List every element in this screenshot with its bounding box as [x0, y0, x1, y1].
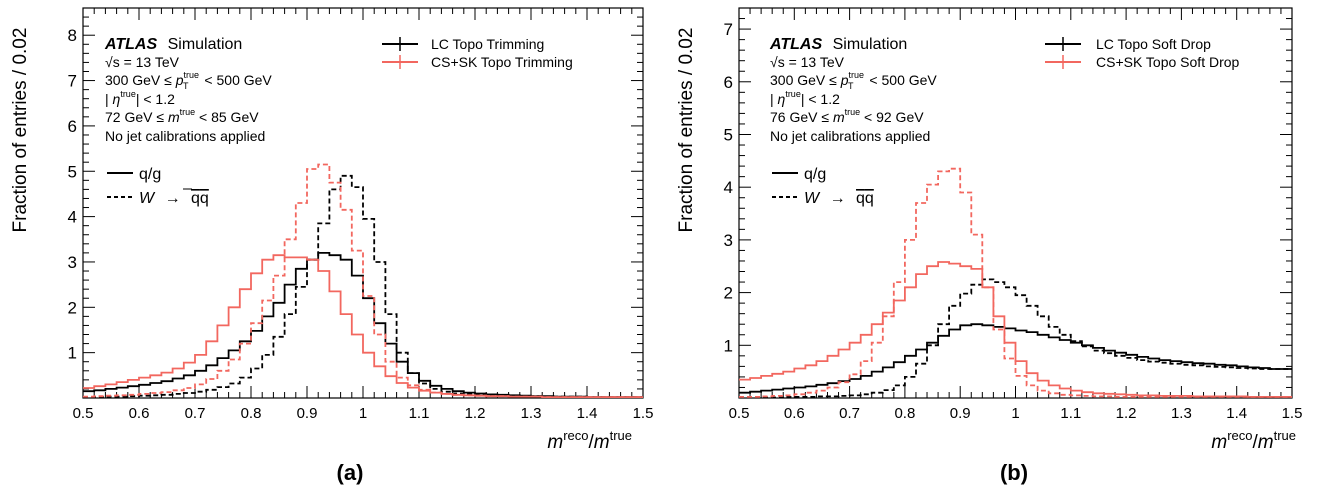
y-tick-label: 5 — [724, 125, 733, 144]
atlas-label: ATLAS — [769, 36, 822, 53]
y-axis-label: Fraction of entries / 0.02 — [676, 28, 697, 233]
x-tick-label: 1.3 — [521, 405, 542, 422]
histogram-lc-topo-soft-drop-w-qq — [739, 278, 1292, 399]
tick-marks — [82, 7, 644, 399]
y-tick-label: 5 — [68, 162, 77, 181]
x-tick-label: 1.1 — [409, 405, 430, 422]
x-axis-label: mreco/mtrue — [547, 428, 632, 453]
legend-cssk: CS+SK Topo Soft Drop — [1096, 54, 1240, 70]
legend-lc: LC Topo Soft Drop — [1096, 36, 1211, 52]
svg-text:ATLAS Simulation: ATLAS Simulation — [104, 36, 242, 53]
svg-text:| ηtrue| < 1.2: | ηtrue| < 1.2 — [770, 89, 840, 107]
legend-cssk: CS+SK Topo Trimming — [431, 54, 573, 70]
svg-text:ATLAS Simulation: ATLAS Simulation — [769, 36, 907, 53]
legend-qg: q/g — [804, 166, 826, 183]
x-tick-labels: 0.5 0.6 0.7 0.8 0.9 1 1.1 1.2 1.3 1.4 1.5 — [729, 405, 1303, 422]
x-tick-labels: 0.5 0.6 0.7 0.8 0.9 1 1.1 1.2 1.3 1.4 1.5 — [73, 405, 654, 422]
y-tick-label: 8 — [68, 26, 77, 45]
x-tick-label: 0.6 — [784, 405, 805, 422]
atlas-info: ATLAS Simulation √s = 13 TeV 300 GeV ≤ p… — [769, 36, 937, 144]
y-tick-label: 1 — [68, 344, 77, 363]
panel-letter: (b) — [1000, 460, 1028, 485]
y-tick-label: 7 — [68, 72, 77, 91]
x-axis-label: mreco/mtrue — [1211, 428, 1296, 453]
x-tick-label: 1.4 — [577, 405, 598, 422]
svg-text:√s = 13 TeV: √s = 13 TeV — [105, 54, 180, 70]
x-tick-label: 1.5 — [633, 405, 654, 422]
histogram-lc-topo-trimming-qg — [83, 252, 643, 398]
simulation-label: Simulation — [833, 36, 908, 53]
x-tick-label: 0.9 — [297, 405, 318, 422]
y-tick-labels: 1 2 3 4 5 6 7 — [724, 20, 733, 355]
series-legend: LC Topo Trimming CS+SK Topo Trimming — [382, 36, 573, 70]
x-tick-label: 1.2 — [465, 405, 486, 422]
x-tick-label: 1.3 — [1171, 405, 1192, 422]
calibration-note: No jet calibrations applied — [770, 128, 930, 144]
y-tick-label: 2 — [724, 284, 733, 303]
y-axis-label: Fraction of entries / 0.02 — [10, 28, 31, 233]
legend-lc: LC Topo Trimming — [431, 36, 544, 52]
histogram-cs-sk-topo-soft-drop-w-qq — [739, 167, 1292, 398]
y-tick-labels: 1 2 3 4 5 6 7 8 — [68, 26, 77, 362]
x-tick-label: 0.5 — [729, 405, 750, 422]
style-legend: q/g W → qq — [107, 166, 209, 207]
y-tick-label: 7 — [724, 20, 733, 39]
legend-wqq: W → qq — [804, 190, 874, 207]
atlas-label: ATLAS — [104, 36, 157, 53]
histograms — [83, 163, 643, 398]
svg-text:76 GeV ≤ mtrue < 92 GeV: 76 GeV ≤ mtrue < 92 GeV — [770, 107, 924, 125]
atlas-info: ATLAS Simulation √s = 13 TeV 300 GeV ≤ p… — [104, 36, 272, 144]
y-tick-label: 6 — [724, 73, 733, 92]
x-tick-label: 0.7 — [185, 405, 206, 422]
histogram-cs-sk-topo-trimming-w-qq — [83, 163, 643, 398]
y-tick-label: 3 — [68, 253, 77, 272]
chart-b: Fraction of entries / 0.02 0.5 0.6 0.7 0.8 0… — [676, 7, 1303, 485]
svg-text:| ηtrue| < 1.2: | ηtrue| < 1.2 — [105, 89, 175, 107]
histogram-lc-topo-soft-drop-qg — [739, 323, 1292, 394]
legend-qg: q/g — [139, 166, 161, 183]
x-tick-label: 0.6 — [129, 405, 150, 422]
x-tick-label: 1.4 — [1226, 405, 1247, 422]
chart-a: Fraction of entries / 0.02 0.5 0.6 0.7 0.8 0… — [10, 7, 654, 485]
style-legend: q/g W → qq — [772, 166, 874, 207]
y-tick-label: 3 — [724, 231, 733, 250]
x-tick-label: 0.8 — [241, 405, 262, 422]
y-tick-label: 4 — [724, 178, 733, 197]
y-tick-label: 2 — [68, 298, 77, 317]
x-tick-label: 0.7 — [839, 405, 860, 422]
y-tick-label: 4 — [68, 208, 77, 227]
svg-text:72 GeV ≤ mtrue < 85 GeV: 72 GeV ≤ mtrue < 85 GeV — [105, 107, 259, 125]
simulation-label: Simulation — [168, 36, 243, 53]
legend-wqq: W → qq — [139, 190, 209, 207]
x-tick-label: 1 — [359, 405, 367, 422]
y-tick-label: 1 — [724, 336, 733, 355]
x-tick-label: 0.9 — [950, 405, 971, 422]
x-tick-label: 1.5 — [1282, 405, 1303, 422]
calibration-note: No jet calibrations applied — [105, 128, 265, 144]
y-tick-label: 6 — [68, 117, 77, 136]
x-tick-label: 0.5 — [73, 405, 94, 422]
panel-a: Fraction of entries / 0.02 0.5 0.6 0.7 0.8 0… — [0, 0, 660, 491]
histogram-lc-topo-trimming-w-qq — [83, 174, 643, 398]
svg-text:√s = 13 TeV: √s = 13 TeV — [770, 54, 845, 70]
series-legend: LC Topo Soft Drop CS+SK Topo Soft Drop — [1045, 36, 1240, 70]
x-tick-label: 1.2 — [1116, 405, 1137, 422]
histograms — [739, 167, 1292, 399]
panel-b: Fraction of entries / 0.02 0.5 0.6 0.7 0.8 0… — [660, 0, 1321, 491]
x-tick-label: 1 — [1011, 405, 1019, 422]
panel-letter: (a) — [337, 460, 364, 485]
x-tick-label: 1.1 — [1060, 405, 1081, 422]
x-tick-label: 0.8 — [894, 405, 915, 422]
